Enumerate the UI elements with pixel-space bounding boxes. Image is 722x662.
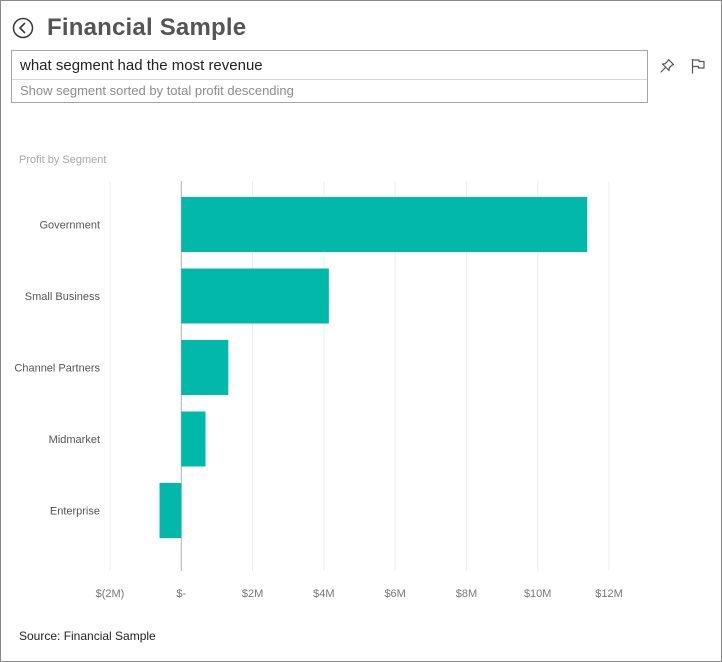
source-note: Source: Financial Sample	[19, 629, 156, 643]
bar-channel-partners[interactable]	[181, 340, 229, 395]
flag-icon	[691, 59, 705, 74]
bar-small-business[interactable]	[181, 268, 329, 324]
x-tick-label: $(2M)	[96, 588, 125, 600]
category-label: Midmarket	[49, 434, 100, 446]
x-tick-label: $6M	[384, 588, 405, 600]
bar-midmarket[interactable]	[181, 411, 206, 467]
bar-enterprise[interactable]	[159, 483, 182, 538]
x-tick-label: $10M	[524, 588, 552, 600]
x-tick-label: $2M	[242, 588, 263, 600]
back-button[interactable]	[11, 16, 35, 40]
page-title: Financial Sample	[47, 14, 247, 41]
x-tick-label: $12M	[595, 588, 623, 600]
x-tick-label: $4M	[313, 588, 334, 600]
back-arrow-circle-icon	[12, 17, 34, 39]
x-tick-label: $-	[176, 588, 186, 600]
chart-title: Profit by Segment	[19, 154, 107, 166]
pin-visual-button[interactable]	[657, 56, 677, 76]
category-label: Government	[39, 220, 100, 232]
flag-feedback-button[interactable]	[688, 56, 708, 76]
pin-icon	[660, 58, 675, 73]
qa-suggestion[interactable]: Show segment sorted by total profit desc…	[20, 83, 294, 98]
qa-question-box: Show segment sorted by total profit desc…	[11, 50, 648, 103]
qa-question-input[interactable]	[12, 51, 647, 80]
category-label: Channel Partners	[14, 363, 100, 375]
bar-government[interactable]	[181, 197, 588, 252]
header: Financial Sample	[11, 11, 246, 45]
category-label: Small Business	[25, 291, 101, 303]
category-label: Enterprise	[50, 506, 100, 518]
x-tick-label: $8M	[456, 588, 477, 600]
profit-by-segment-chart: $(2M) $- $2M $4M $6M $8M $10M $12M Government Sma…	[14, 181, 623, 600]
